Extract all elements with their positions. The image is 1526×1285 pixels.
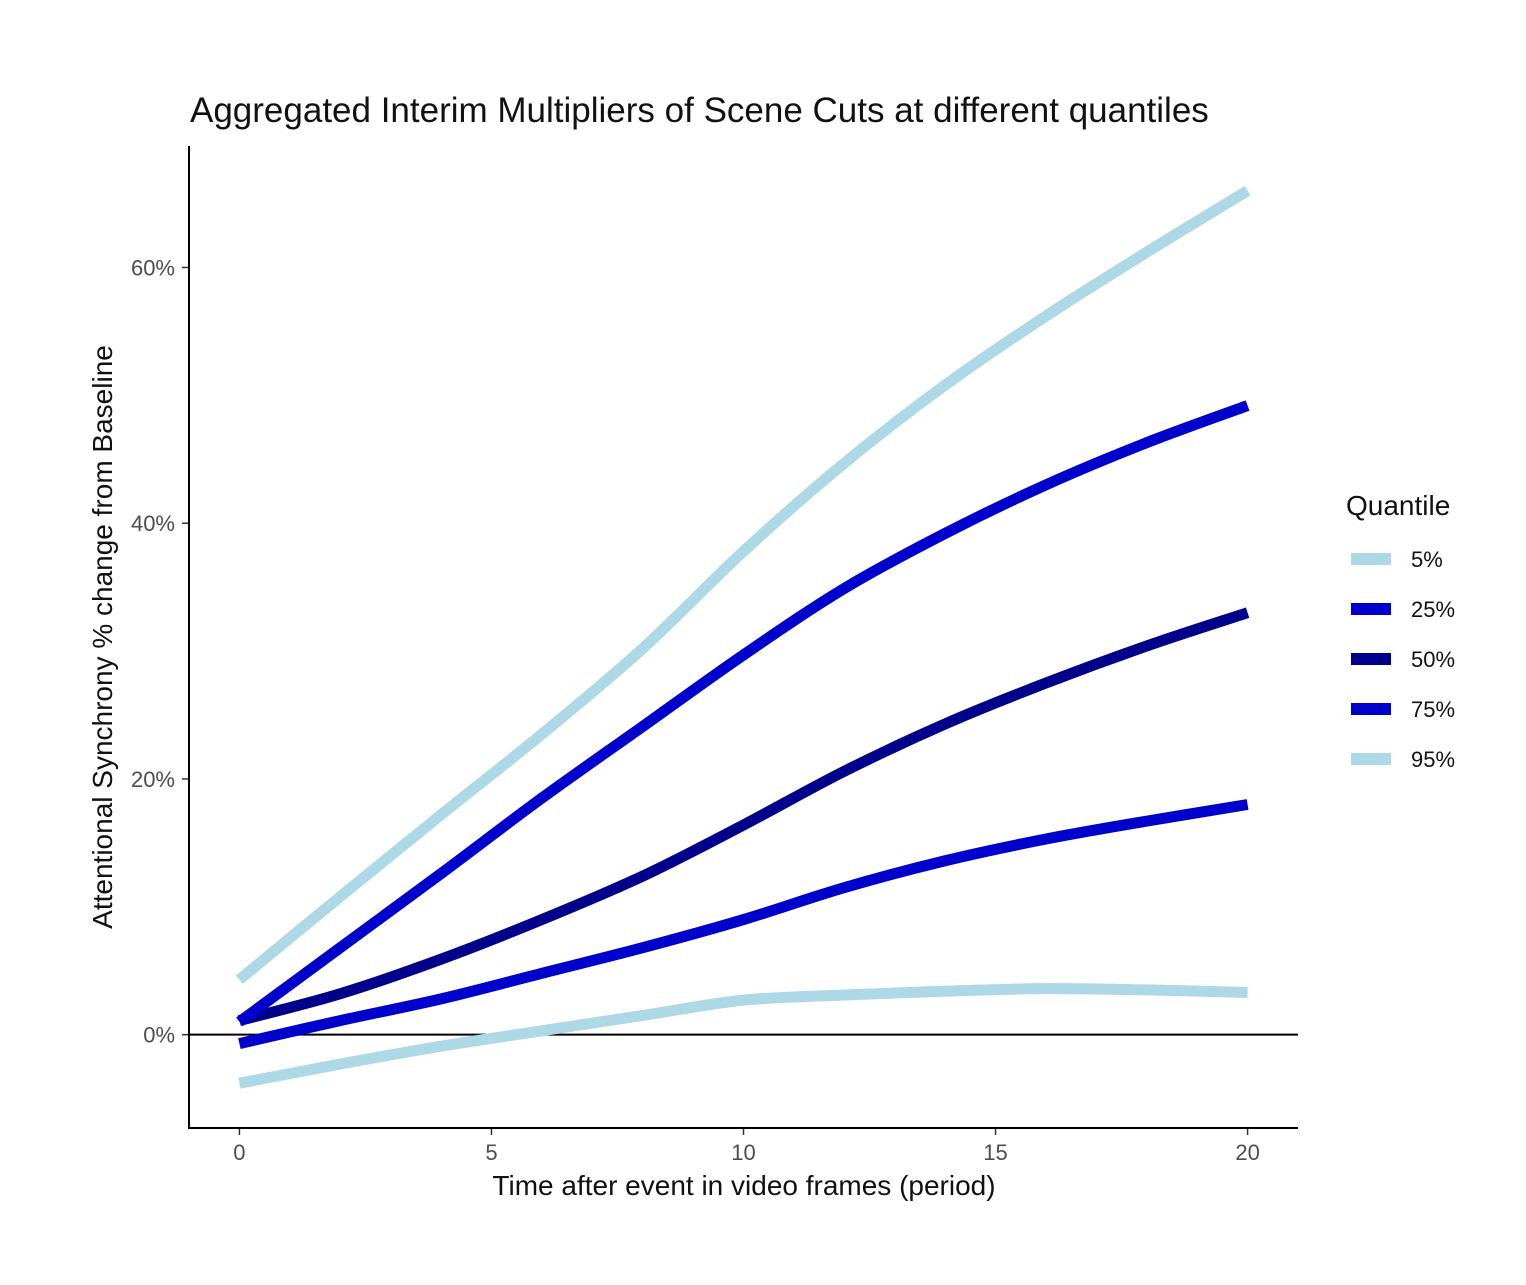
y-tick-label: 20% [131,767,175,792]
x-tick-label: 15 [983,1140,1007,1165]
legend-label: 5% [1411,547,1443,572]
x-tick-label: 5 [485,1140,497,1165]
x-tick-label: 20 [1235,1140,1259,1165]
legend-label: 95% [1411,747,1455,772]
y-tick-label: 0% [143,1023,175,1048]
y-axis-title: Attentional Synchrony % change from Base… [87,345,118,929]
legend-label: 75% [1411,697,1455,722]
series-line-25pct [238,799,1249,1049]
y-tick-label: 60% [131,255,175,280]
series-line-95pct [235,186,1251,984]
y-tick-label: 40% [131,511,175,536]
series-line-50pct [237,607,1250,1026]
x-tick-label: 10 [731,1140,755,1165]
x-tick-label: 0 [233,1140,245,1165]
legend: Quantile 5% 25% 50% 75% 95% [1346,490,1455,772]
y-axis-ticks: 0% 20% 40% 60% [131,255,189,1048]
series-line-75pct [236,400,1250,1027]
legend-title: Quantile [1346,490,1450,521]
series-line-5pct [238,983,1248,1089]
x-axis-title: Time after event in video frames (period… [492,1170,995,1201]
chart-title: Aggregated Interim Multipliers of Scene … [190,91,1209,130]
plot-area [189,186,1298,1089]
x-axis-ticks: 0 5 10 15 20 [233,1128,1260,1165]
legend-label: 50% [1411,647,1455,672]
legend-label: 25% [1411,597,1455,622]
